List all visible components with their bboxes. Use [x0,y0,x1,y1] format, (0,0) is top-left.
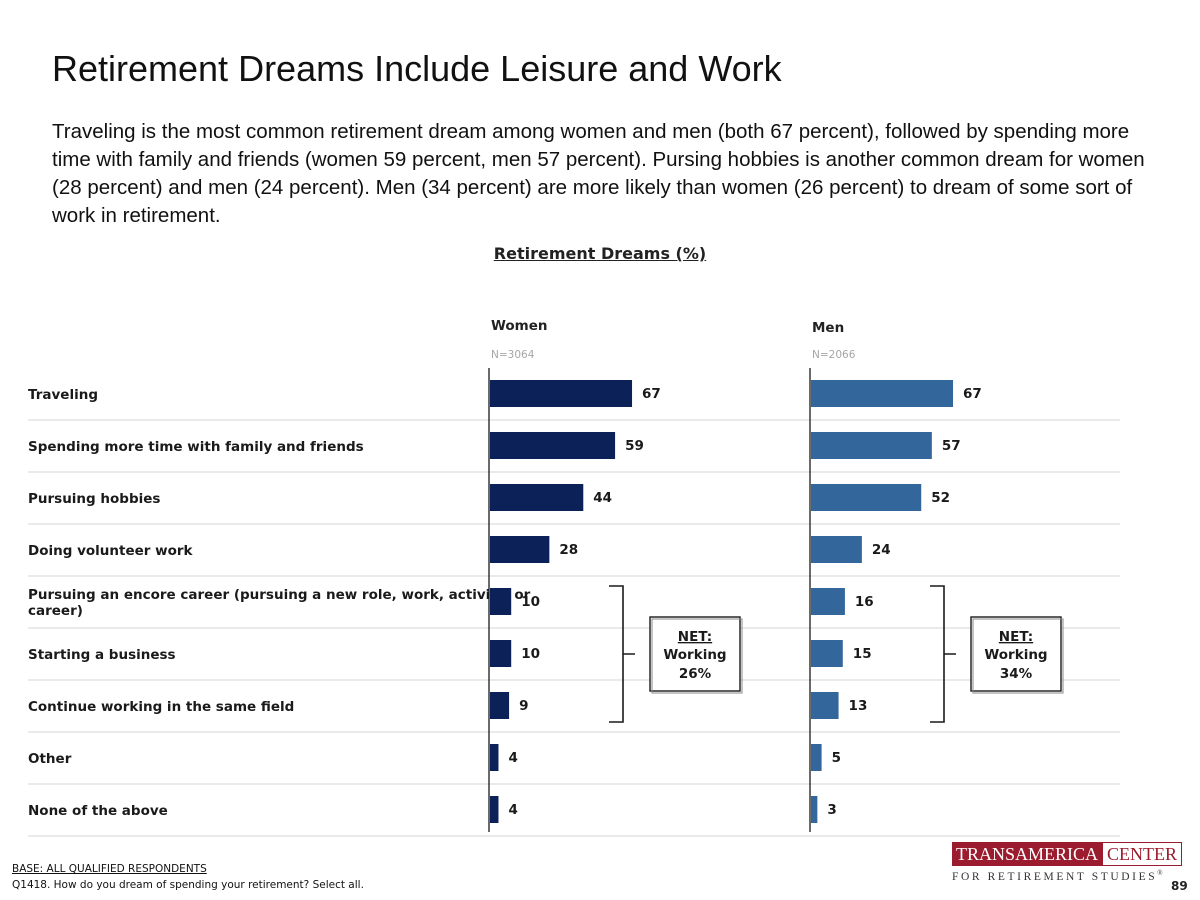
data-label: 24 [872,542,891,558]
data-label: 57 [942,438,961,454]
bar [811,744,822,771]
data-label: 9 [519,698,528,714]
series-sample-size: N=2066 [812,349,856,361]
bar [490,484,584,511]
category-label: Pursuing hobbies [28,491,160,507]
category-label: Doing volunteer work [28,543,194,559]
net-label-working: Working [663,647,726,663]
data-label: 13 [849,698,868,714]
net-label: NET: [678,629,712,645]
data-label: 16 [855,594,874,610]
category-label: Starting a business [28,647,176,663]
net-value: 34% [1000,666,1033,682]
bar [811,484,922,511]
bar [811,588,845,615]
data-label: 5 [832,750,841,766]
bar [811,692,839,719]
bar [490,588,512,615]
category-label: Other [28,751,72,767]
chart-title: Retirement Dreams (%) [493,244,707,263]
category-label: Traveling [28,387,98,403]
net-box [970,616,1062,692]
net-label-working: Working [984,647,1047,663]
logo-subline: FOR RETIREMENT STUDIES® [952,869,1164,883]
transamerica-logo: TRANSAMERICA CENTER FOR RETIREMENT STUDI… [952,842,1183,884]
data-label: 59 [625,438,644,454]
bar [811,640,843,667]
series-header: Women [491,318,548,334]
page-number: 89 [1171,879,1188,893]
bar [490,432,616,459]
data-label: 10 [521,594,540,610]
net-box [649,616,741,692]
logo-name: TRANSAMERICA [952,842,1103,866]
logo-registered-mark: ® [1157,869,1163,877]
data-label: 3 [827,802,836,818]
bar [811,432,932,459]
bar [490,796,499,823]
net-label: NET: [999,629,1033,645]
category-label: Continue working in the same field [28,699,294,715]
logo-subline-text: FOR RETIREMENT STUDIES [952,870,1158,883]
page-subtitle: Traveling is the most common retirement … [52,120,1145,227]
footer-base-note: BASE: ALL QUALIFIED RESPONDENTS [12,863,207,875]
bar [811,796,818,823]
bar [490,692,510,719]
category-label: career) [28,603,83,619]
data-label: 44 [593,490,612,506]
logo-center: CENTER [1102,842,1183,866]
category-label: Pursuing an encore career (pursuing a ne… [28,587,531,603]
net-value: 26% [679,666,712,682]
data-label: 4 [508,750,517,766]
data-label: 67 [642,386,661,402]
bar [490,380,633,407]
net-bracket [609,585,635,723]
net-box-shadow [972,618,1064,694]
footer-question-note: Q1418. How do you dream of spending your… [12,879,364,891]
bar [490,744,499,771]
bar [811,380,954,407]
bar [490,640,512,667]
category-label: None of the above [28,803,168,819]
series-header: Men [812,320,844,336]
net-box-shadow [651,618,743,694]
data-label: 67 [963,386,982,402]
bar [490,536,550,563]
data-label: 4 [508,802,517,818]
net-bracket [930,585,956,723]
series-sample-size: N=3064 [491,349,535,361]
data-label: 15 [853,646,872,662]
data-label: 52 [931,490,950,506]
page-title: Retirement Dreams Include Leisure and Wo… [52,48,782,89]
bar [811,536,862,563]
data-label: 10 [521,646,540,662]
logo-wordmark: TRANSAMERICA CENTER [952,842,1183,866]
data-label: 28 [559,542,578,558]
category-label: Spending more time with family and frien… [28,439,364,455]
